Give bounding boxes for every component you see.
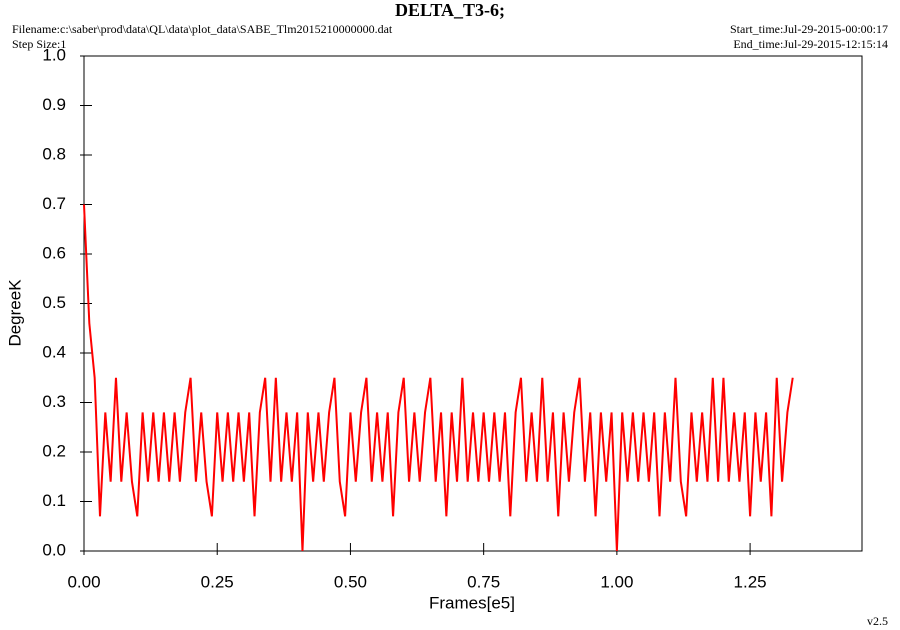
version: v2.5	[867, 614, 888, 628]
x-tick-label: 1.00	[600, 572, 633, 591]
y-tick-label: 0.0	[42, 540, 66, 559]
x-tick-label: 0.25	[201, 572, 234, 591]
y-axis-label: DegreeK	[5, 279, 24, 347]
chart-title: DELTA_T3-6;	[395, 0, 505, 20]
x-tick-label: 0.75	[467, 572, 500, 591]
step-size: Step Size:1	[12, 37, 66, 51]
end-time: End_time:Jul-29-2015-12:15:14	[733, 37, 888, 51]
x-tick-label: 0.50	[334, 572, 367, 591]
y-tick-label: 0.6	[42, 243, 66, 262]
y-tick-label: 0.4	[42, 342, 66, 361]
x-tick-label: 0.00	[67, 572, 100, 591]
x-axis-label: Frames[e5]	[429, 593, 515, 612]
y-tick-label: 1.0	[42, 45, 66, 64]
y-tick-label: 0.8	[42, 144, 66, 163]
y-tick-label: 0.9	[42, 95, 66, 114]
y-tick-label: 0.2	[42, 441, 66, 460]
y-tick-label: 0.1	[42, 491, 66, 510]
x-tick-label: 1.25	[734, 572, 767, 591]
start-time: Start_time:Jul-29-2015-00:00:17	[730, 22, 888, 36]
y-tick-label: 0.5	[42, 293, 66, 312]
filename: Filename:c:\saber\prod\data\QL\data\plot…	[12, 22, 393, 36]
y-tick-label: 0.3	[42, 392, 66, 411]
data-line	[83, 204, 794, 552]
y-tick-label: 0.7	[42, 194, 66, 213]
